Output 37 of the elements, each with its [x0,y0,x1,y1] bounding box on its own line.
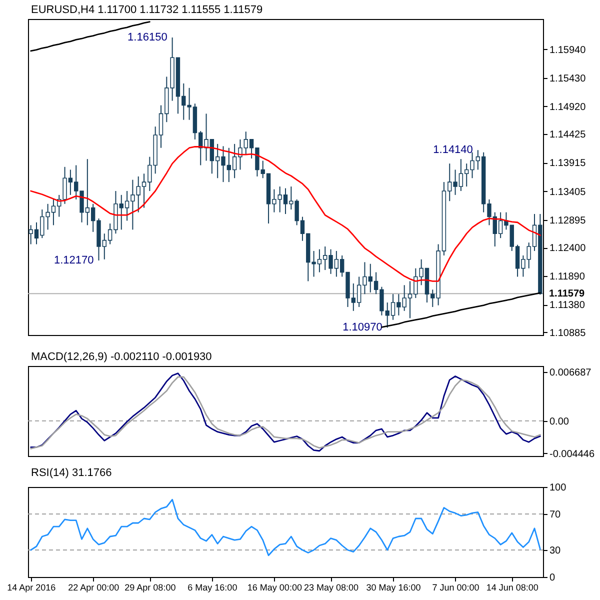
y-tick-label: 1.13915 [550,158,586,170]
chart-title: EURUSD,H4 1.11700 1.11732 1.11555 1.11579 [31,4,263,16]
ref-line-label: 1.11579 [549,288,586,300]
y-tick-label: 0 [550,572,556,584]
y-tick-label: 1.15940 [550,44,586,56]
line-series [381,292,541,328]
x-tick-label: 22 Apr 00:00 [68,582,120,592]
text: 1.14140 [433,144,473,156]
x-tick-label: 14 Apr 2016 [7,582,56,592]
y-tick-label: 1.12400 [550,243,586,254]
chart-title: MACD(12,26,9) -0.002110 -0.001930 [31,351,212,363]
y-tick-label: 1.15430 [550,73,586,84]
y-tick-label: 1.12895 [550,215,586,226]
y-tick-label: 1.14920 [550,102,586,113]
x-tick-label: 29 Apr 08:00 [124,582,176,592]
y-tick-label: 1.14425 [550,130,586,141]
y-tick-label: 1.11380 [550,300,586,312]
x-tick-label: 7 Jun 00:00 [432,582,480,592]
y-tick-label: 0.006687 [550,367,592,378]
y-tick-label: 70 [550,510,562,520]
line-series [30,498,541,556]
chart-title: RSI(14) 31.1766 [31,467,112,479]
y-tick-label: -0.004446 [550,448,595,460]
x-tick-label: 16 May 00:00 [247,582,302,592]
x-tick-label: 14 Jun 08:00 [486,582,538,592]
x-tick-label: 30 May 16:00 [366,582,421,592]
y-tick-label: 1.13405 [550,186,586,198]
text: 1.16150 [128,31,168,44]
y-tick-label: 1.10885 [550,328,586,339]
y-tick-label: 0.00 [550,416,570,428]
y-tick-label: 100 [550,482,567,494]
x-tick-label: 23 May 08:00 [304,582,359,592]
y-tick-label: 1.11890 [550,272,586,283]
x-tick-label: 6 May 16:00 [188,582,238,592]
y-tick-label: 30 [550,546,562,556]
text: 1.12170 [54,254,94,266]
text: 1.10970 [342,322,382,334]
